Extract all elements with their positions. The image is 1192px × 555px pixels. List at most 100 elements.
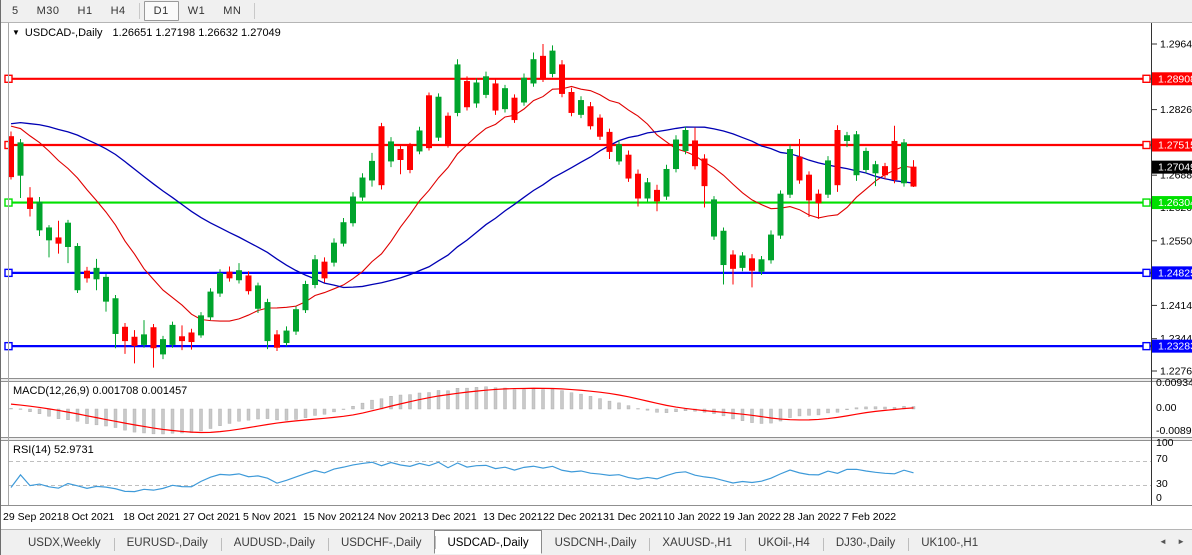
macd-histogram-bar: [351, 405, 355, 410]
candle-body: [369, 160, 375, 181]
candle-body: [901, 142, 907, 184]
timeframe-button-5[interactable]: 5: [12, 5, 19, 17]
macd-histogram-bar: [683, 408, 688, 411]
timeframe-button-m30[interactable]: M30: [36, 5, 60, 17]
macd-histogram-bar: [9, 408, 13, 410]
macd-histogram-bar: [807, 408, 811, 416]
macd-histogram-bar: [313, 408, 317, 416]
date-label: 5 Nov 2021: [243, 511, 297, 523]
date-label: 3 Dec 2021: [423, 511, 477, 523]
symbol-tab-usdchf[interactable]: USDCHF-,Daily: [327, 533, 435, 553]
ma-slow-line: [10, 121, 914, 289]
macd-histogram-bar: [579, 393, 583, 410]
candle-body: [27, 197, 33, 209]
macd-histogram-bar: [465, 387, 469, 410]
candle-body: [226, 271, 233, 279]
candle-body: [445, 115, 451, 145]
candle-body: [454, 64, 461, 113]
macd-histogram-bar: [227, 408, 232, 424]
candle-body: [882, 166, 888, 176]
candle-body: [701, 158, 708, 187]
candle-body: [416, 130, 423, 152]
macd-histogram-bar: [360, 402, 365, 410]
chart-canvas[interactable]: 1.296401.282601.268801.262001.255001.241…: [1, 23, 1192, 506]
macd-histogram-bar: [797, 408, 802, 417]
timeframe-button-d1[interactable]: D1: [143, 1, 179, 21]
symbol-tab-ukoil[interactable]: UKOil-,H4: [745, 533, 823, 553]
macd-histogram-bar: [845, 408, 849, 410]
macd-histogram-bar: [199, 408, 203, 432]
candle-body: [891, 140, 898, 180]
macd-histogram-bar: [256, 408, 260, 420]
macd-histogram-bar: [389, 395, 393, 410]
ohlc-high: 1.27198: [155, 27, 196, 39]
macd-histogram-bar: [607, 400, 612, 410]
macd-histogram-bar: [237, 408, 241, 422]
candle-body: [644, 182, 651, 199]
macd-histogram-bar: [113, 408, 118, 428]
symbol-tab-eurusd[interactable]: EURUSD-,Daily: [113, 533, 221, 553]
price-tick-label: 1.25500: [1160, 235, 1192, 247]
macd-histogram-bar: [835, 408, 840, 413]
macd-histogram-bar: [132, 408, 137, 433]
symbol-tab-xauusd[interactable]: XAUUSD-,H1: [649, 533, 745, 553]
price-level-label: 1.27515: [1158, 140, 1192, 152]
macd-histogram-bar: [636, 408, 640, 410]
candle-body: [844, 135, 850, 141]
symbol-tab-usdcnh[interactable]: USDCNH-,Daily: [554, 536, 637, 549]
current-price-label-box: [1152, 160, 1192, 174]
price-level-label-box: [1152, 339, 1192, 353]
candle-body: [682, 130, 689, 151]
candle-body: [36, 201, 43, 231]
candle-body: [597, 117, 603, 137]
candle-body: [274, 334, 280, 348]
symbol-tab-usdx[interactable]: USDX,Weekly: [28, 536, 101, 549]
symbol-tab-uk100[interactable]: UK100-,H1: [908, 533, 991, 553]
price-level-label: 1.23283: [1158, 341, 1192, 353]
candle-body: [245, 275, 252, 292]
macd-histogram-bar: [284, 408, 289, 421]
candle-body: [236, 270, 242, 281]
macd-values: 0.001708 0.001457: [92, 385, 188, 397]
candle-body: [663, 168, 670, 197]
macd-histogram-bar: [341, 408, 346, 410]
symbol-tab-dj30[interactable]: DJ30-,Daily: [822, 533, 908, 553]
symbol-dropdown-icon[interactable]: ▼: [12, 28, 20, 37]
candle-body: [568, 91, 575, 113]
toolbar-separator: [254, 3, 256, 19]
candle-body: [806, 174, 812, 201]
price-tick-label: 1.24140: [1160, 300, 1192, 312]
candle-body: [473, 82, 480, 104]
timeframe-button-mn[interactable]: MN: [223, 5, 242, 17]
timeframe-button-h1[interactable]: H1: [77, 5, 93, 17]
candle-body: [910, 166, 917, 187]
macd-histogram-bar: [427, 392, 431, 410]
timeframe-button-w1[interactable]: W1: [187, 5, 206, 17]
price-tick-label: 1.22760: [1160, 366, 1192, 378]
date-label: 13 Dec 2021: [483, 511, 543, 523]
candle-body: [511, 97, 518, 121]
macd-histogram-bar: [493, 387, 498, 410]
tab-scroll-arrows[interactable]: ◄ ►: [1158, 537, 1189, 546]
date-label: 27 Oct 2021: [183, 511, 241, 523]
symbol-tab-audusd[interactable]: AUDUSD-,Daily: [220, 533, 328, 553]
rsi-scale-label: 30: [1156, 478, 1168, 490]
candle-body: [84, 270, 90, 279]
ma-fast-line: [10, 85, 914, 322]
date-label: 8 Oct 2021: [63, 511, 115, 523]
timeframe-button-h4[interactable]: H4: [110, 5, 126, 17]
price-level-label-box: [1152, 266, 1192, 280]
candle-body: [131, 336, 138, 346]
ohlc-open: 1.26651: [112, 27, 153, 39]
timeframe-toolbar: 5 M30 H1 H4 D1 W1 MN: [1, 0, 1192, 23]
date-label: 15 Nov 2021: [303, 511, 363, 523]
candle-body: [302, 284, 309, 311]
date-label: 22 Dec 2021: [543, 511, 603, 523]
macd-histogram-bar: [645, 408, 650, 411]
macd-histogram-bar: [104, 408, 108, 427]
symbol-tab-usdcad[interactable]: USDCAD-,Daily: [434, 529, 542, 554]
candle-body: [388, 141, 394, 162]
macd-histogram-bar: [617, 402, 621, 410]
date-label: 10 Jan 2022: [663, 511, 721, 523]
